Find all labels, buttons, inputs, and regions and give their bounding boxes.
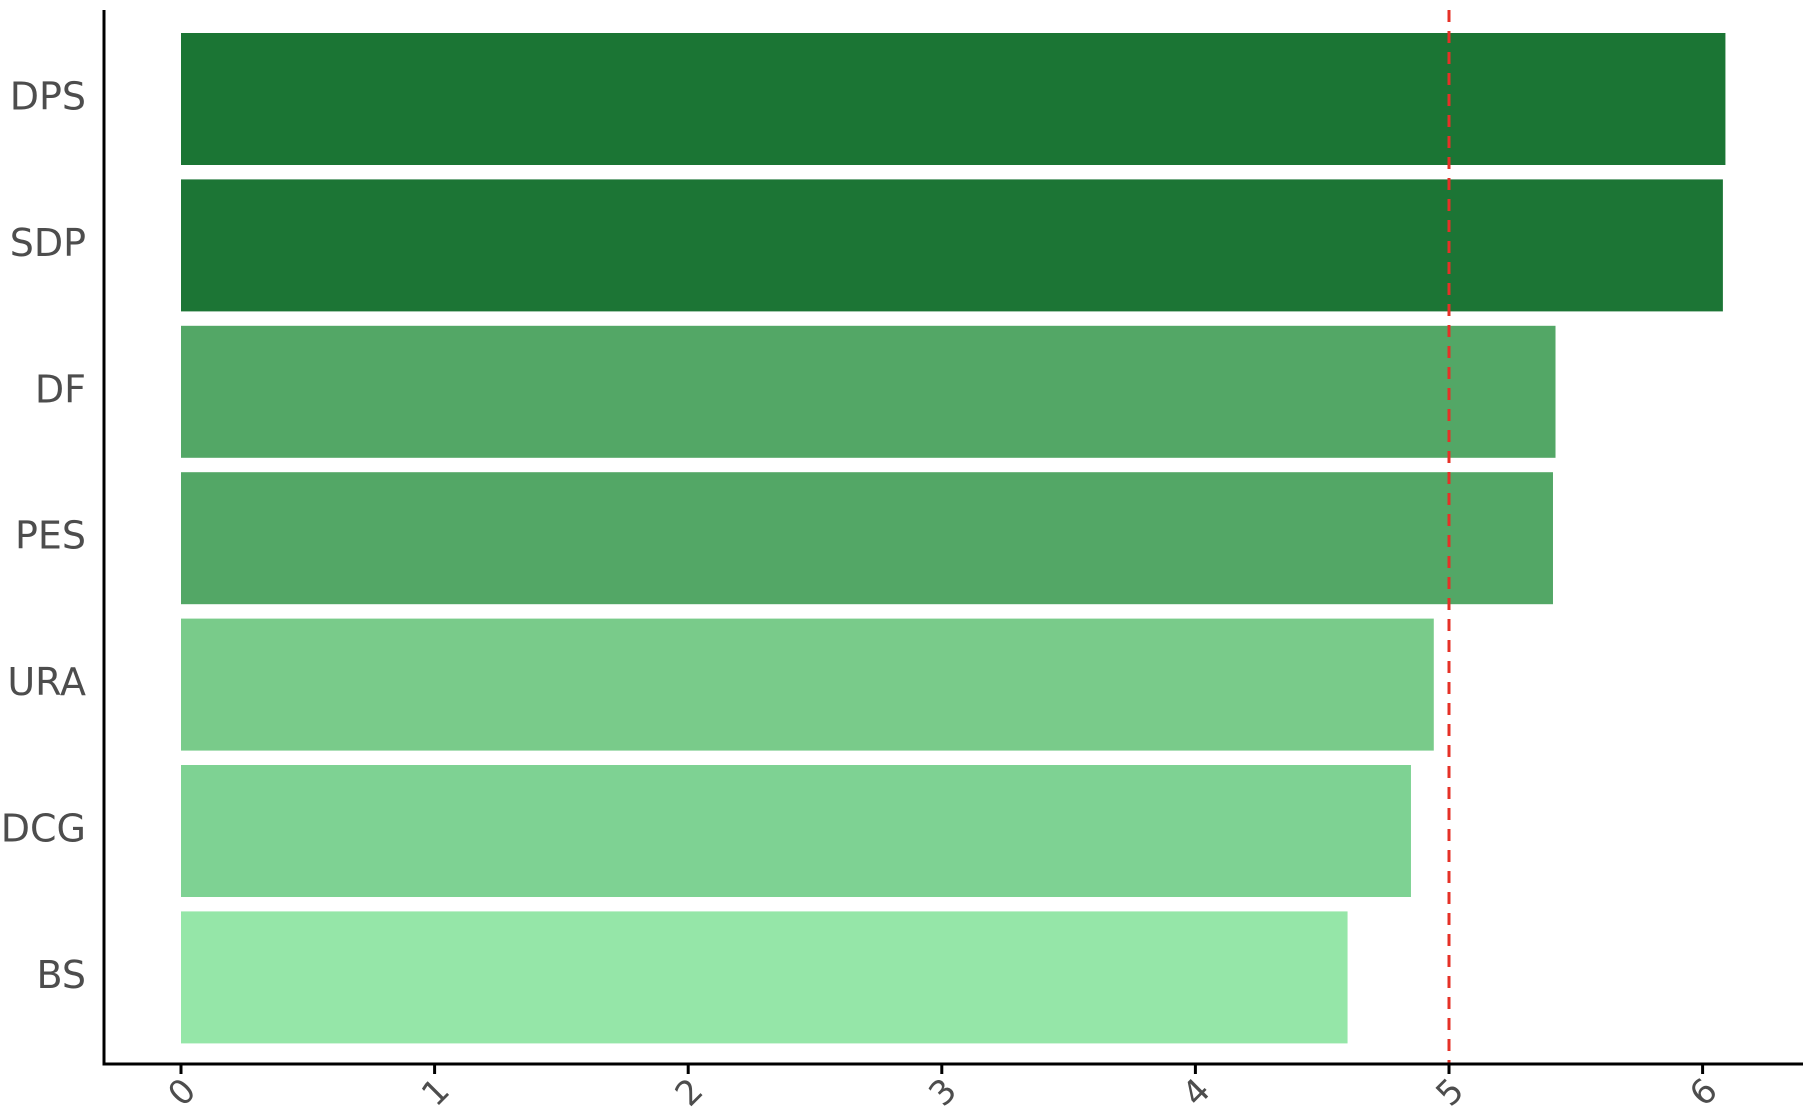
bar-pes (181, 472, 1553, 605)
bar-dps (181, 33, 1726, 165)
category-label-dcg: DCG (1, 807, 86, 851)
bar-df (181, 325, 1556, 458)
x-tick-label-1: 1 (414, 1071, 458, 1115)
x-tick-label-2: 2 (668, 1071, 712, 1115)
y-axis-labels: DPS SDP DF PES URA DCG BS (1, 75, 86, 997)
category-label-pes: PES (15, 514, 86, 558)
bar-dcg (181, 765, 1411, 897)
category-label-bs: BS (36, 953, 86, 997)
x-tick-label-0: 0 (160, 1071, 204, 1115)
bar-ura (181, 618, 1434, 751)
category-label-sdp: SDP (10, 221, 86, 265)
x-tick-label-4: 4 (1175, 1071, 1219, 1115)
category-label-ura: URA (7, 660, 86, 704)
category-label-dps: DPS (10, 75, 86, 119)
axes-layer (102, 10, 1803, 1066)
x-tick-label-3: 3 (921, 1071, 965, 1115)
bars-layer (181, 33, 1726, 1044)
x-tick-label-6: 6 (1682, 1071, 1726, 1115)
bar-sdp (181, 179, 1723, 312)
bar-bs (181, 911, 1348, 1044)
category-label-df: DF (35, 367, 86, 411)
x-axis-ticks: 0 1 2 3 4 5 6 (160, 1064, 1726, 1115)
x-tick-label-5: 5 (1428, 1071, 1472, 1115)
